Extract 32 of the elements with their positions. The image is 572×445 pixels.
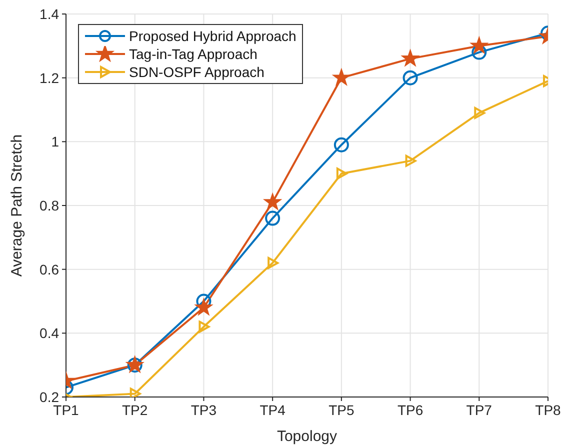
point [334,70,350,84]
point [196,300,212,314]
point [405,154,416,167]
point [334,137,349,152]
legend-label: SDN-OSPF Approach [129,64,264,80]
y-axis-title: Average Path Stretch [8,134,26,277]
point [264,194,280,209]
x-tick-label: TP4 [260,402,286,418]
point [402,70,418,86]
x-tick-label: TP3 [190,402,217,418]
y-tick-label: 1.2 [40,70,60,86]
x-tick-label: TP5 [328,402,354,418]
x-tick-label: TP2 [122,402,148,418]
legend-label: Tag-in-Tag Approach [129,46,258,62]
y-tick-label: 1.4 [40,6,60,22]
y-tick-label: 0.6 [40,261,60,278]
point [198,320,210,333]
x-tick-label: TP8 [535,402,562,418]
x-axis-title: Topology [276,428,338,445]
point [336,168,348,180]
y-tick-label: 0.4 [40,325,60,342]
point [402,50,418,66]
point [265,210,280,226]
y-tick-label: 0.8 [40,197,60,214]
point [474,106,486,119]
point [130,388,141,397]
legend-label: Proposed Hybrid Approach [129,28,296,44]
y-tick-label: 1 [51,134,60,150]
x-tick-label: TP7 [466,402,492,418]
point [268,256,279,269]
x-tick-label: TP6 [397,402,424,418]
point [471,38,487,53]
